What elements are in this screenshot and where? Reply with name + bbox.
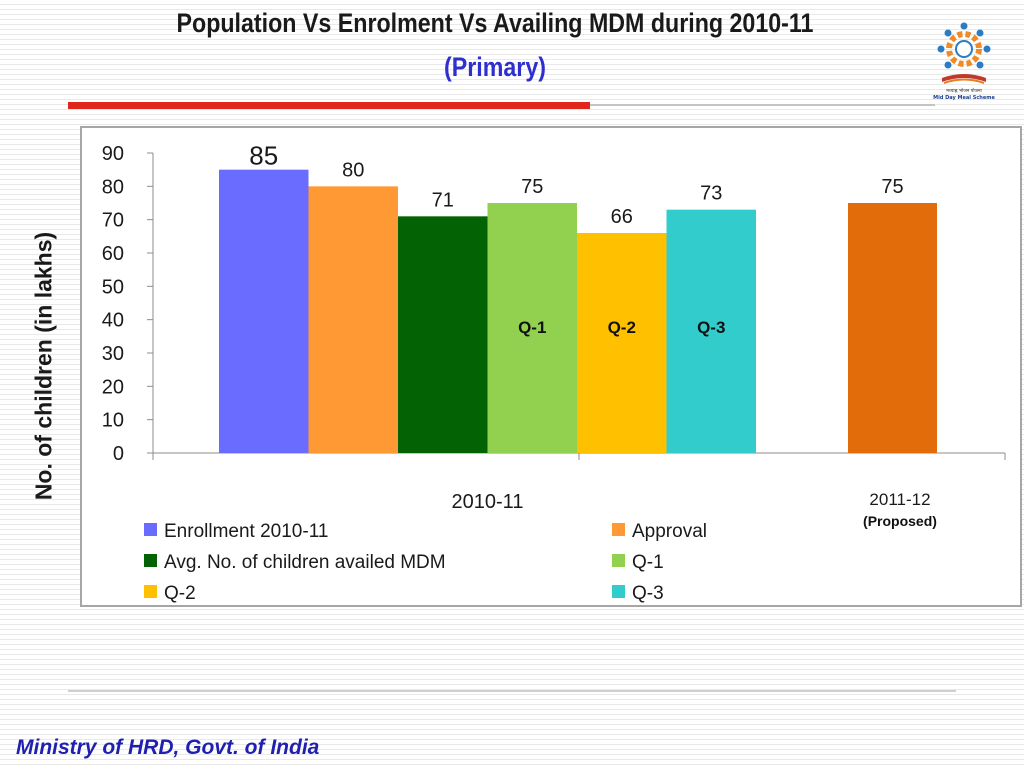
logo-ring-icon bbox=[937, 22, 991, 84]
legend-label: Avg. No. of children availed MDM bbox=[164, 552, 446, 573]
bar bbox=[308, 186, 398, 454]
title-underline-red bbox=[68, 102, 590, 109]
y-tick-label: 0 bbox=[113, 443, 124, 465]
bar bbox=[666, 209, 756, 453]
footer-divider bbox=[68, 690, 956, 692]
bar-inner-label: Q-2 bbox=[608, 318, 636, 337]
slide-subtitle: (Primary) bbox=[444, 52, 546, 82]
data-label: 85 bbox=[249, 141, 278, 171]
legend-label: Q-2 bbox=[164, 583, 196, 604]
legend-swatch bbox=[612, 554, 625, 567]
data-label: 75 bbox=[521, 176, 543, 198]
bar-inner-label: Q-3 bbox=[697, 318, 725, 337]
slide-title: Population Vs Enrolment Vs Availing MDM … bbox=[176, 8, 814, 38]
legend-label: Q-3 bbox=[632, 583, 664, 604]
data-label: 66 bbox=[611, 206, 633, 228]
bar bbox=[848, 203, 937, 453]
legend-label: Approval bbox=[632, 521, 707, 542]
data-label: 80 bbox=[342, 159, 364, 181]
x-category-sublabel: (Proposed) bbox=[863, 513, 937, 529]
legend-label: Q-1 bbox=[632, 552, 664, 573]
data-label: 73 bbox=[700, 183, 722, 205]
x-category-label: 2010-11 bbox=[452, 491, 524, 513]
y-tick-label: 90 bbox=[102, 143, 124, 165]
y-tick-label: 40 bbox=[102, 310, 124, 332]
bar bbox=[219, 169, 309, 453]
bar bbox=[487, 203, 577, 453]
y-tick-label: 50 bbox=[102, 276, 124, 298]
y-tick-label: 60 bbox=[102, 243, 124, 265]
legend-swatch bbox=[612, 585, 625, 598]
y-tick-label: 20 bbox=[102, 376, 124, 398]
legend-swatch bbox=[144, 554, 157, 567]
bar bbox=[398, 216, 488, 453]
footer-text: Ministry of HRD, Govt. of India bbox=[16, 736, 320, 759]
y-tick-label: 70 bbox=[102, 210, 124, 232]
y-tick-label: 10 bbox=[102, 410, 124, 432]
data-label: 75 bbox=[881, 176, 903, 198]
data-label: 71 bbox=[432, 189, 454, 211]
legend-swatch bbox=[144, 523, 157, 536]
legend-swatch bbox=[144, 585, 157, 598]
bar bbox=[577, 233, 667, 453]
x-category-label: 2011-12 bbox=[869, 490, 930, 509]
y-tick-label: 80 bbox=[102, 176, 124, 198]
legend-label: Enrollment 2010-11 bbox=[164, 521, 328, 542]
legend-swatch bbox=[612, 523, 625, 536]
logo-text-english: Mid Day Meal Scheme bbox=[933, 95, 995, 101]
mid-day-meal-logo: मध्याह्न भोजन योजना Mid Day Meal Scheme bbox=[933, 22, 995, 101]
bar-inner-label: Q-1 bbox=[518, 318, 546, 337]
title-underline-gray bbox=[590, 104, 935, 106]
y-tick-label: 30 bbox=[102, 343, 124, 365]
logo-text-hindi: मध्याह्न भोजन योजना bbox=[946, 87, 982, 94]
